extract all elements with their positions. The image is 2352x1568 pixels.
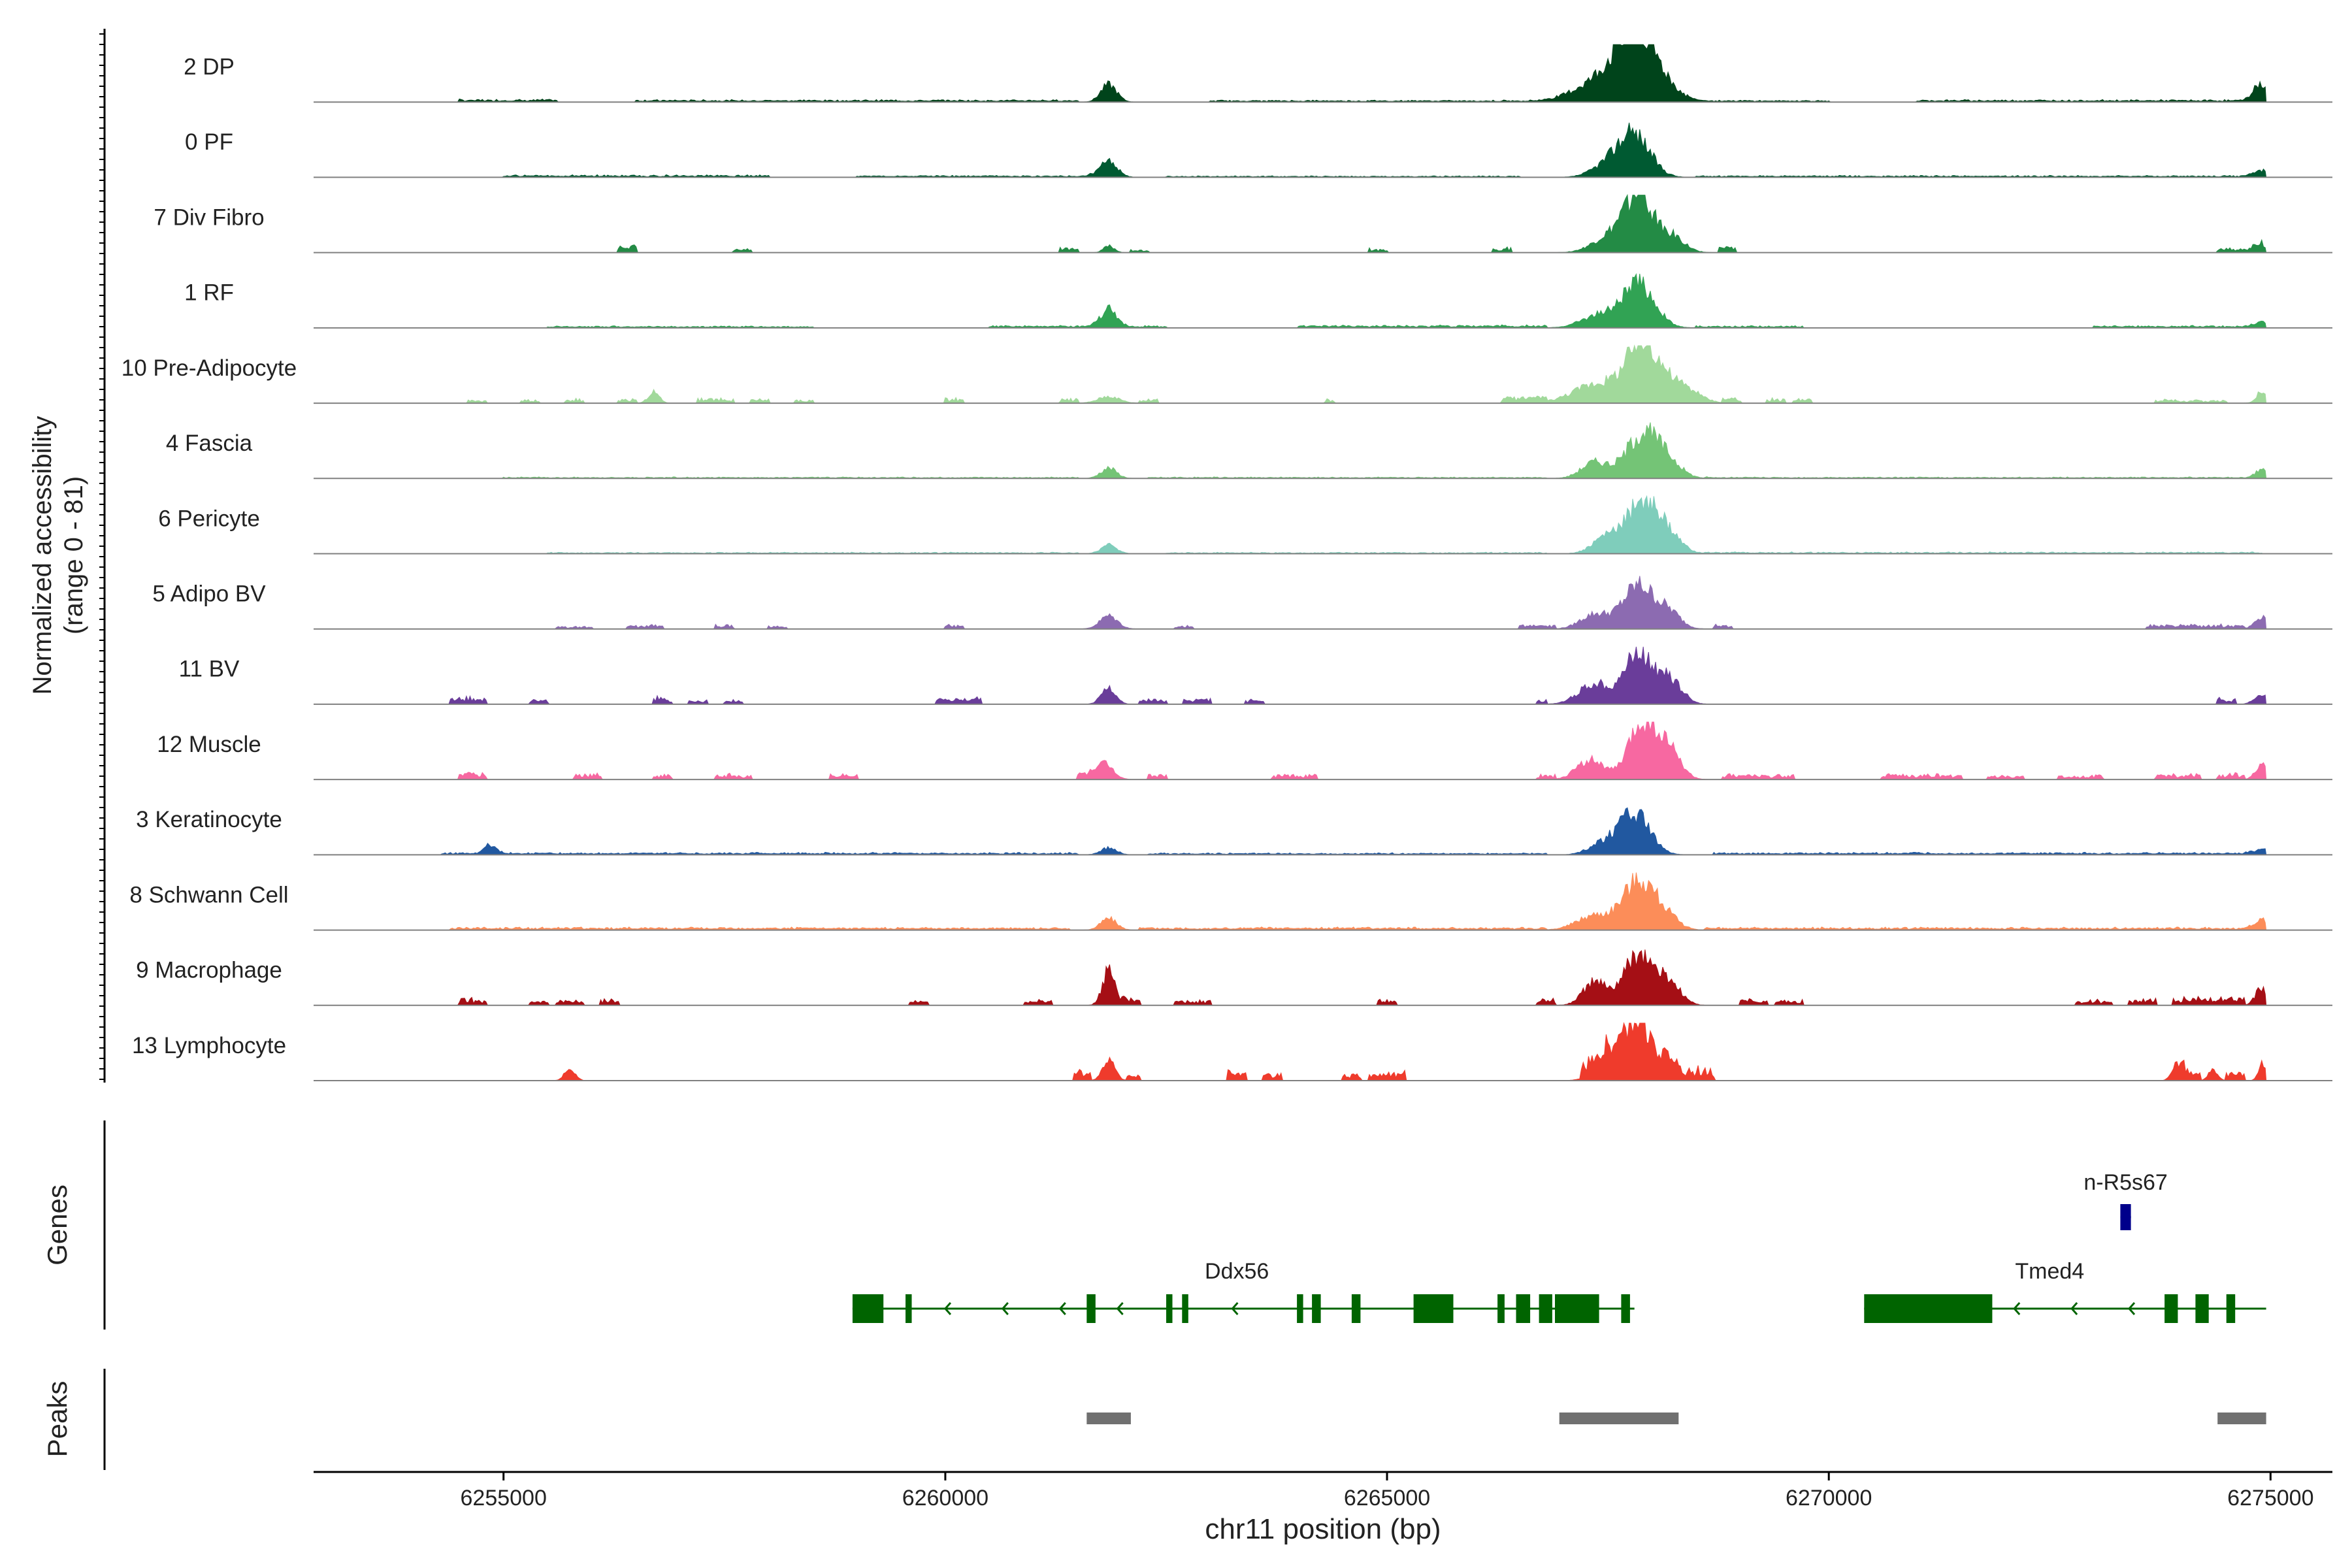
peak-annotation-track	[1086, 1413, 2266, 1424]
peak-region	[2217, 1413, 2266, 1424]
track-label: 11 BV	[179, 657, 240, 682]
y-axis-label-line2: (range 0 - 81)	[59, 476, 88, 634]
peak-region	[1086, 1413, 1131, 1424]
gene-label: n-R5s67	[2083, 1170, 2168, 1195]
coverage-area	[326, 344, 2267, 404]
track-1-rf: 1 RF	[184, 273, 2332, 329]
x-tick-label: 6265000	[1344, 1486, 1430, 1511]
strand-arrow-icon	[2070, 1302, 2078, 1315]
gene-exon	[2120, 1204, 2131, 1230]
strand-arrow-icon	[1001, 1302, 1009, 1315]
track-10-pre-adipocyte: 10 Pre-Adipocyte	[122, 344, 2332, 404]
gene-n-r5s67: n-R5s67	[2083, 1170, 2168, 1230]
track-0-pf: 0 PF	[185, 122, 2332, 178]
coverage-area	[326, 807, 2267, 855]
strand-arrow-icon	[1058, 1302, 1066, 1315]
track-label: 12 Muscle	[157, 732, 261, 757]
track-label: 5 Adipo BV	[152, 581, 266, 607]
track-label: 3 Keratinocyte	[136, 807, 282, 832]
gene-exon	[1864, 1294, 1993, 1323]
gene-tmed4: Tmed4	[1864, 1259, 2266, 1323]
track-label: 6 Pericyte	[158, 506, 260, 531]
gene-exon	[1555, 1294, 1599, 1323]
coverage-area	[326, 193, 2267, 253]
track-label: 2 DP	[184, 54, 235, 80]
gene-exon	[1516, 1294, 1531, 1323]
coverage-tracks: 2 DP 0 PF 7 Div Fibro 1 RF 10 Pre-Adipocyte 4…	[122, 44, 2332, 1081]
gene-exon	[1497, 1294, 1505, 1323]
coverage-area	[326, 949, 2267, 1006]
gene-exon	[1413, 1294, 1454, 1323]
x-axis-label: chr11 position (bp)	[1205, 1513, 1441, 1545]
track-4-fascia: 4 Fascia	[166, 422, 2332, 480]
x-tick-label: 6275000	[2227, 1486, 2313, 1511]
track-label: 8 Schwann Cell	[129, 882, 288, 907]
track-label: 7 Div Fibro	[154, 204, 264, 230]
coverage-area	[326, 872, 2267, 931]
track-3-keratinocyte: 3 Keratinocyte	[136, 807, 2332, 856]
gene-exon	[1312, 1294, 1321, 1323]
strand-arrow-icon	[1116, 1302, 1124, 1315]
coverage-area	[326, 646, 2267, 705]
track-11-bv: 11 BV	[179, 646, 2332, 705]
track-8-schwann-cell: 8 Schwann Cell	[129, 872, 2332, 931]
track-label: 9 Macrophage	[136, 958, 282, 983]
track-5-adipo-bv: 5 Adipo BV	[152, 576, 2332, 630]
track-12-muscle: 12 Muscle	[157, 721, 2332, 781]
strand-arrow-icon	[2127, 1302, 2136, 1315]
gene-ddx56: Ddx56	[852, 1259, 1635, 1323]
axes: Normalized accessibility (range 0 - 81) …	[28, 29, 2332, 1545]
gene-annotation-track: Ddx56 Tmed4 n-R5s67	[852, 1170, 2266, 1323]
track-label: 13 Lymphocyte	[132, 1033, 286, 1058]
coverage-area	[327, 495, 2266, 554]
peak-region	[1559, 1413, 1679, 1424]
track-7-div-fibro: 7 Div Fibro	[154, 193, 2332, 253]
gene-exon	[1351, 1294, 1361, 1323]
track-label: 4 Fascia	[166, 431, 253, 456]
coverage-area	[326, 422, 2267, 479]
gene-exon	[1086, 1294, 1096, 1323]
track-label: 10 Pre-Adipocyte	[122, 355, 297, 381]
coverage-area	[327, 1022, 2267, 1081]
gene-exon	[1621, 1294, 1630, 1323]
coverage-area	[326, 576, 2267, 630]
x-tick-label: 6255000	[461, 1486, 547, 1511]
coverage-area	[326, 721, 2267, 780]
strand-arrow-icon	[1231, 1302, 1239, 1315]
y-axis-label-line1: Normalized accessibility	[28, 416, 57, 695]
gene-exon	[1539, 1294, 1552, 1323]
gene-exon	[1297, 1294, 1303, 1323]
gene-exon	[1166, 1294, 1173, 1323]
x-tick-label: 6270000	[1786, 1486, 1872, 1511]
gene-exon	[2164, 1294, 2178, 1323]
track-13-lymphocyte: 13 Lymphocyte	[132, 1022, 2332, 1081]
gene-label: Tmed4	[2015, 1259, 2084, 1284]
gene-label: Ddx56	[1205, 1259, 1269, 1284]
x-tick-label: 6260000	[902, 1486, 988, 1511]
gene-exon	[2195, 1294, 2209, 1323]
genes-axis-label: Genes	[42, 1184, 73, 1266]
peaks-axis-label: Peaks	[42, 1381, 73, 1458]
track-2-dp: 2 DP	[184, 44, 2332, 103]
coverage-area	[326, 273, 2267, 329]
gene-exon	[2226, 1294, 2236, 1323]
track-6-pericyte: 6 Pericyte	[158, 495, 2332, 555]
track-label: 1 RF	[184, 280, 234, 306]
gene-exon	[852, 1294, 884, 1323]
track-label: 0 PF	[185, 129, 233, 155]
gene-exon	[1182, 1294, 1188, 1323]
track-9-macrophage: 9 Macrophage	[136, 949, 2332, 1006]
coverage-area	[326, 44, 2267, 103]
coverage-area	[326, 122, 2267, 178]
gene-exon	[906, 1294, 912, 1323]
strand-arrow-icon	[943, 1302, 952, 1315]
strand-arrow-icon	[2013, 1302, 2021, 1315]
